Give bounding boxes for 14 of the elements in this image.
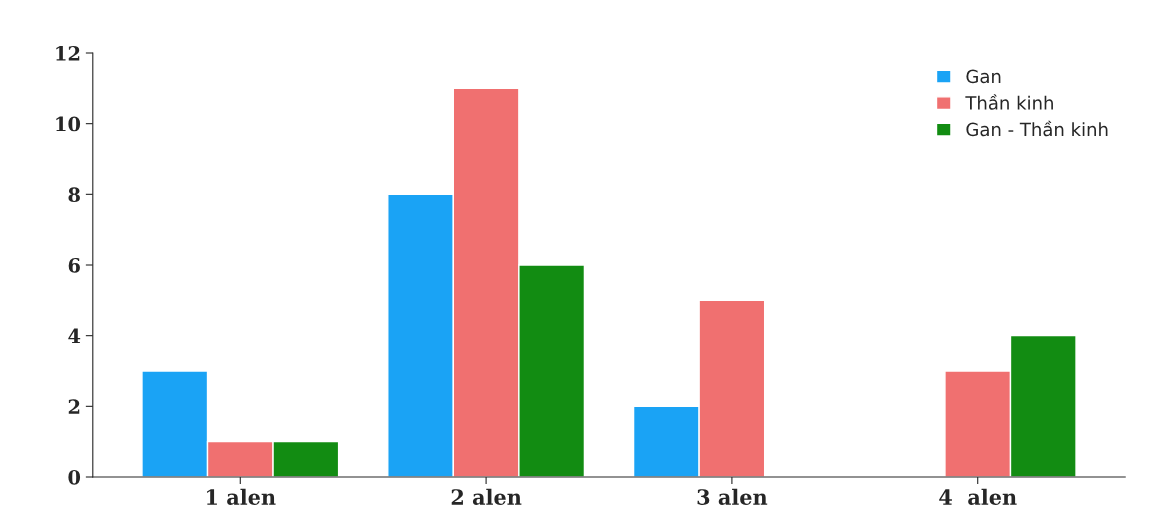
y-tick-label: 12 [56, 45, 80, 61]
y-tick-label: 0 [68, 469, 81, 485]
y-tick-label: 8 [68, 187, 80, 202]
legend-label: Gan [966, 69, 1001, 84]
legend-label: Gan - Thần kinh [966, 120, 1108, 137]
x-tick-label: 1 alen [207, 488, 276, 505]
x-tick-label: 4 alen [939, 488, 1017, 505]
y-tick-label: 6 [68, 257, 80, 273]
y-tick-label: 10 [56, 116, 81, 132]
y-tick-label: 2 [68, 399, 80, 414]
x-tick-label: 3 alen [697, 488, 768, 505]
y-tick-label: 4 [68, 328, 81, 344]
x-tick-label: 2 alen [451, 488, 522, 505]
legend-label: Thần kinh [965, 94, 1053, 110]
